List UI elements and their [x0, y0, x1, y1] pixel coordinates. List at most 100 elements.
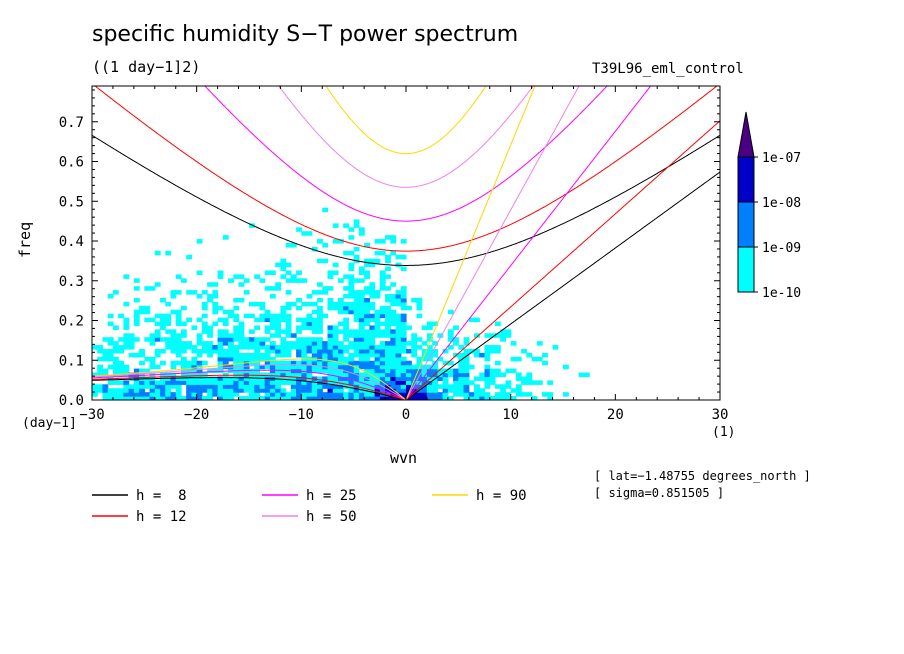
power-cell: [385, 372, 391, 378]
power-cell: [133, 278, 140, 283]
power-cell: [280, 360, 287, 366]
power-cell: [421, 372, 428, 378]
power-cell: [337, 368, 344, 374]
power-cell: [280, 376, 287, 381]
power-cell: [348, 235, 355, 240]
power-cell: [275, 392, 281, 397]
power-cell: [505, 396, 512, 400]
power-cell: [426, 337, 433, 342]
power-cell: [479, 396, 486, 400]
power-cell: [447, 337, 454, 342]
power-cell: [489, 345, 496, 350]
power-cell: [154, 250, 161, 256]
power-cell: [243, 384, 250, 389]
power-cell: [406, 305, 412, 311]
power-cell: [280, 392, 287, 397]
power-cell: [107, 392, 114, 397]
power-cell: [343, 294, 350, 299]
power-cell: [186, 384, 193, 389]
power-cell: [217, 337, 224, 342]
power-cell: [175, 348, 182, 354]
power-cell: [191, 356, 198, 362]
power-cell: [369, 329, 376, 334]
power-cell: [390, 309, 397, 315]
power-cell: [358, 270, 365, 275]
power-cell: [207, 333, 213, 338]
power-cell: [259, 372, 266, 378]
power-cell: [348, 250, 355, 256]
power-cell: [275, 317, 281, 323]
power-cell: [170, 294, 177, 299]
power-cell: [400, 254, 407, 260]
power-cell: [191, 392, 198, 397]
power-cell: [201, 376, 208, 381]
power-cell: [552, 345, 559, 350]
power-cell: [432, 396, 438, 400]
power-cell: [301, 364, 308, 370]
power-cell: [165, 372, 172, 378]
power-cell: [369, 258, 376, 264]
power-cell: [133, 372, 140, 378]
power-cell: [379, 333, 386, 338]
power-cell: [411, 364, 418, 370]
power-cell: [306, 360, 313, 366]
power-cell: [112, 325, 119, 330]
power-cell: [337, 345, 344, 350]
power-cell: [332, 270, 339, 275]
power-cell: [165, 329, 172, 334]
power-cell: [238, 388, 245, 393]
power-cell: [327, 368, 334, 374]
power-cell: [186, 380, 193, 385]
power-cell: [201, 341, 208, 346]
power-cell: [421, 341, 428, 346]
power-cell: [348, 388, 355, 393]
power-cell: [102, 352, 109, 358]
power-cell: [243, 345, 250, 350]
power-cell: [112, 345, 119, 350]
power-cell: [547, 396, 554, 400]
power-cell: [243, 337, 250, 342]
power-cell: [353, 254, 360, 260]
power-cell: [238, 345, 245, 350]
power-cell: [306, 341, 313, 346]
power-cell: [458, 368, 465, 374]
power-cell: [222, 341, 229, 346]
power-cell: [332, 388, 339, 393]
power-cell: [442, 376, 449, 381]
power-cell: [468, 392, 475, 397]
power-cell: [92, 392, 98, 397]
power-cell: [133, 384, 140, 389]
power-cell: [243, 388, 250, 393]
power-cell: [364, 372, 370, 378]
power-cell: [259, 317, 266, 323]
power-cell: [217, 274, 224, 279]
power-cell: [379, 270, 386, 275]
power-cell: [285, 321, 292, 327]
power-cell: [212, 368, 219, 374]
power-cell: [107, 337, 114, 342]
power-cell: [526, 392, 533, 397]
power-cell: [170, 384, 177, 389]
power-cell: [369, 360, 376, 366]
power-cell: [186, 368, 193, 374]
power-cell: [432, 341, 438, 346]
power-cell: [112, 396, 119, 400]
power-cell: [144, 392, 151, 397]
power-cell: [269, 270, 276, 275]
power-cell: [348, 227, 355, 232]
power-cell: [170, 392, 177, 397]
power-cell: [374, 380, 381, 385]
power-cell: [228, 278, 234, 283]
power-cell: [196, 337, 203, 342]
x-tick-label: 20: [607, 407, 624, 423]
power-cell: [201, 321, 208, 327]
power-cell: [191, 345, 198, 350]
power-cell: [180, 329, 187, 334]
power-cell: [353, 341, 360, 346]
power-cell: [243, 396, 250, 400]
power-cell: [296, 352, 302, 358]
power-cell: [348, 364, 355, 370]
power-cell: [301, 231, 308, 236]
power-cell: [196, 333, 203, 338]
power-cell: [494, 345, 501, 350]
